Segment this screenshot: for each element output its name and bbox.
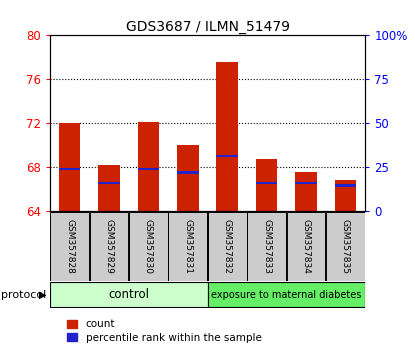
Bar [295,172,317,211]
Bar [59,168,81,170]
Bar [98,182,120,184]
Bar [256,182,278,184]
Text: GSM357833: GSM357833 [262,218,271,274]
Text: GSM357834: GSM357834 [302,218,310,274]
Text: GSM357830: GSM357830 [144,218,153,274]
Bar [90,212,128,281]
Bar [168,212,207,281]
Title: GDS3687 / ILMN_51479: GDS3687 / ILMN_51479 [125,21,290,34]
Text: GSM357832: GSM357832 [223,218,232,274]
Bar [208,282,365,307]
Bar [208,212,247,281]
Bar [177,171,199,173]
Bar [50,282,208,307]
Text: exposure to maternal diabetes: exposure to maternal diabetes [211,290,361,300]
Text: GSM357835: GSM357835 [341,218,350,274]
Bar [326,212,365,281]
Bar [256,159,278,211]
Bar [129,212,168,281]
Bar [247,212,286,281]
Bar [98,165,120,211]
Bar [50,212,89,281]
Bar [137,122,159,211]
Bar [334,180,356,211]
Bar [137,168,159,170]
Bar [334,184,356,187]
Text: ▶: ▶ [39,290,47,300]
Bar [59,123,81,211]
Bar [295,182,317,184]
Bar [177,145,199,211]
Bar [216,62,238,211]
Legend: count, percentile rank within the sample: count, percentile rank within the sample [63,315,266,347]
Text: protocol: protocol [1,290,46,300]
Text: control: control [108,288,149,301]
Text: GSM357829: GSM357829 [105,218,113,274]
Bar [216,155,238,157]
Text: GSM357828: GSM357828 [65,218,74,274]
Text: GSM357831: GSM357831 [183,218,192,274]
Bar [287,212,325,281]
